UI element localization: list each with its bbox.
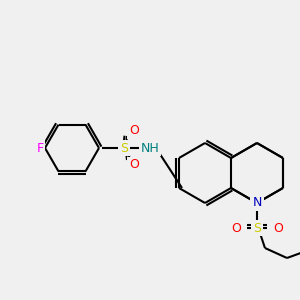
Text: S: S <box>253 221 261 235</box>
Text: O: O <box>129 124 139 137</box>
Text: S: S <box>120 142 128 154</box>
Text: NH: NH <box>141 142 159 154</box>
Text: N: N <box>252 196 262 209</box>
Text: F: F <box>36 142 43 154</box>
Text: O: O <box>273 221 283 235</box>
Text: O: O <box>129 158 139 172</box>
Text: O: O <box>231 221 241 235</box>
